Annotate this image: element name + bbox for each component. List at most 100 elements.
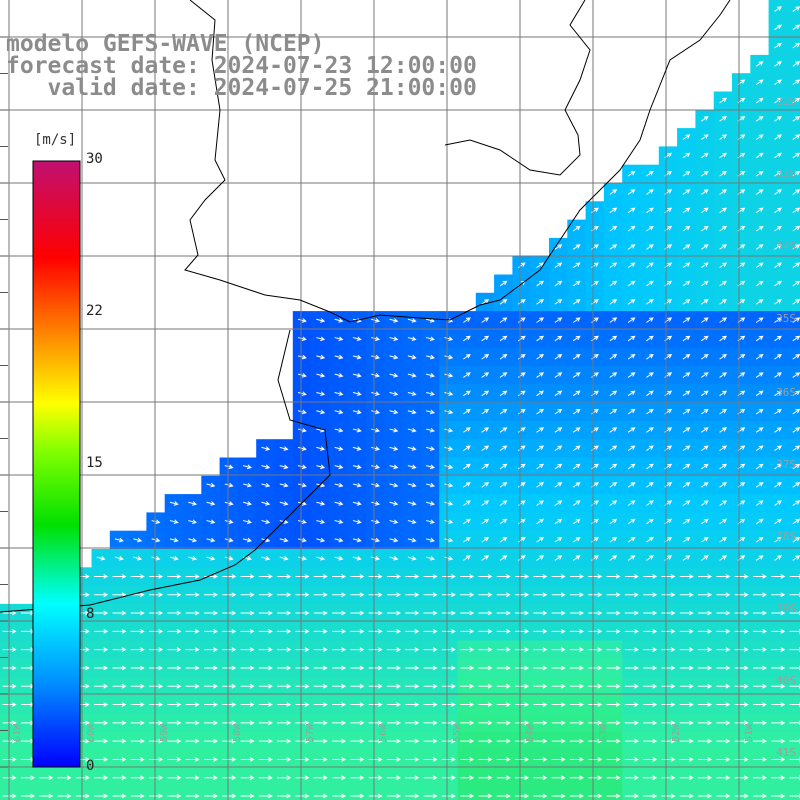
- wind-arrow: [295, 592, 310, 598]
- wind-arrow: [609, 537, 618, 543]
- wind-arrow: [554, 482, 563, 488]
- wind-arrow: [240, 702, 255, 707]
- wind-arrow: [624, 775, 639, 781]
- wind-arrow: [350, 610, 365, 616]
- wind-arrow: [261, 446, 271, 451]
- field-cell: [768, 786, 788, 800]
- field-cell: [54, 786, 74, 800]
- wind-arrow: [554, 354, 563, 360]
- wind-arrow: [441, 720, 456, 726]
- wind-arrow: [646, 262, 654, 269]
- wind-arrow: [774, 500, 782, 506]
- field-cell: [786, 292, 800, 312]
- wind-arrow: [752, 665, 767, 671]
- wind-arrow: [185, 574, 200, 579]
- wind-arrow: [643, 610, 658, 616]
- wind-arrow: [295, 610, 310, 616]
- wind-arrow: [352, 427, 362, 433]
- wind-arrow: [792, 427, 800, 433]
- wind-arrow: [572, 390, 581, 397]
- wind-arrow: [167, 757, 182, 762]
- wind-arrow: [789, 702, 800, 707]
- field-cell: [603, 786, 623, 800]
- wind-arrow: [371, 427, 381, 433]
- wind-arrow: [774, 6, 782, 12]
- wind-arrow: [149, 647, 164, 653]
- field-cell: [274, 786, 294, 800]
- wind-arrow: [499, 372, 508, 378]
- wind-arrow: [352, 409, 362, 415]
- wind-arrow: [426, 446, 435, 451]
- wind-arrow: [609, 207, 618, 214]
- wind-arrow: [496, 665, 511, 671]
- wind-arrow: [609, 262, 618, 269]
- wind-arrow: [185, 702, 200, 707]
- wind-arrow: [588, 628, 603, 634]
- field-cell: [750, 786, 770, 800]
- field-cell: [36, 786, 56, 800]
- wind-arrow: [533, 592, 548, 598]
- wind-arrow: [386, 738, 401, 744]
- wind-arrow: [682, 518, 691, 525]
- wind-arrow: [478, 738, 493, 744]
- wind-arrow: [588, 574, 603, 579]
- wind-arrow: [405, 720, 420, 726]
- title-valid-date: valid date: 2024-07-25 21:00:00: [6, 75, 477, 101]
- field-cell: [475, 786, 495, 800]
- wind-arrow: [792, 518, 800, 525]
- wind-arrow: [130, 720, 145, 726]
- wind-arrow: [332, 647, 347, 653]
- wind-arrow: [734, 793, 749, 799]
- wind-arrow: [407, 354, 417, 360]
- wind-arrow: [389, 318, 399, 323]
- wind-arrow: [698, 738, 713, 744]
- wind-arrow: [719, 280, 728, 287]
- field-cell: [347, 786, 367, 800]
- wind-arrow: [39, 793, 54, 799]
- wind-arrow: [441, 793, 456, 799]
- wind-arrow: [569, 720, 584, 726]
- wind-arrow: [554, 537, 563, 543]
- wind-arrow: [277, 574, 292, 579]
- wind-arrow: [167, 720, 182, 726]
- wind-arrow: [700, 445, 709, 452]
- wind-arrow: [679, 574, 694, 579]
- wind-arrow: [554, 244, 563, 250]
- wind-arrow: [755, 134, 764, 140]
- field-cell: [732, 786, 751, 800]
- wind-arrow: [297, 427, 307, 433]
- wind-arrow: [517, 445, 526, 452]
- wind-arrow: [774, 244, 782, 250]
- wind-arrow: [698, 610, 713, 616]
- field-cell: [695, 786, 715, 800]
- wind-arrow: [496, 702, 511, 707]
- wind-arrow: [719, 482, 728, 488]
- wind-arrow: [679, 665, 694, 671]
- wind-arrow: [771, 574, 786, 579]
- lon-label: 60W: [86, 723, 97, 742]
- wind-arrow: [478, 628, 493, 634]
- wind-arrow: [481, 463, 490, 470]
- wind-arrow: [771, 610, 786, 616]
- wind-arrow: [496, 720, 511, 726]
- field-cell: [786, 256, 800, 275]
- wind-arrow: [569, 683, 584, 689]
- wind-arrow: [588, 757, 603, 762]
- wind-arrow: [624, 628, 639, 634]
- colorbar-tick-30: 30: [86, 151, 103, 167]
- wind-arrow: [151, 556, 161, 561]
- wind-arrow: [627, 225, 636, 232]
- wind-arrow: [679, 775, 694, 781]
- wind-arrow: [112, 592, 127, 598]
- wind-arrow: [258, 738, 273, 744]
- wind-arrow: [423, 574, 438, 579]
- wind-arrow: [222, 683, 237, 689]
- wind-arrow: [643, 628, 658, 634]
- wind-arrow: [334, 446, 344, 451]
- wind-arrow: [297, 318, 307, 323]
- wind-arrow: [481, 518, 490, 525]
- wind-arrow: [752, 738, 767, 744]
- wind-arrow: [536, 299, 545, 305]
- wind-arrow: [167, 665, 182, 671]
